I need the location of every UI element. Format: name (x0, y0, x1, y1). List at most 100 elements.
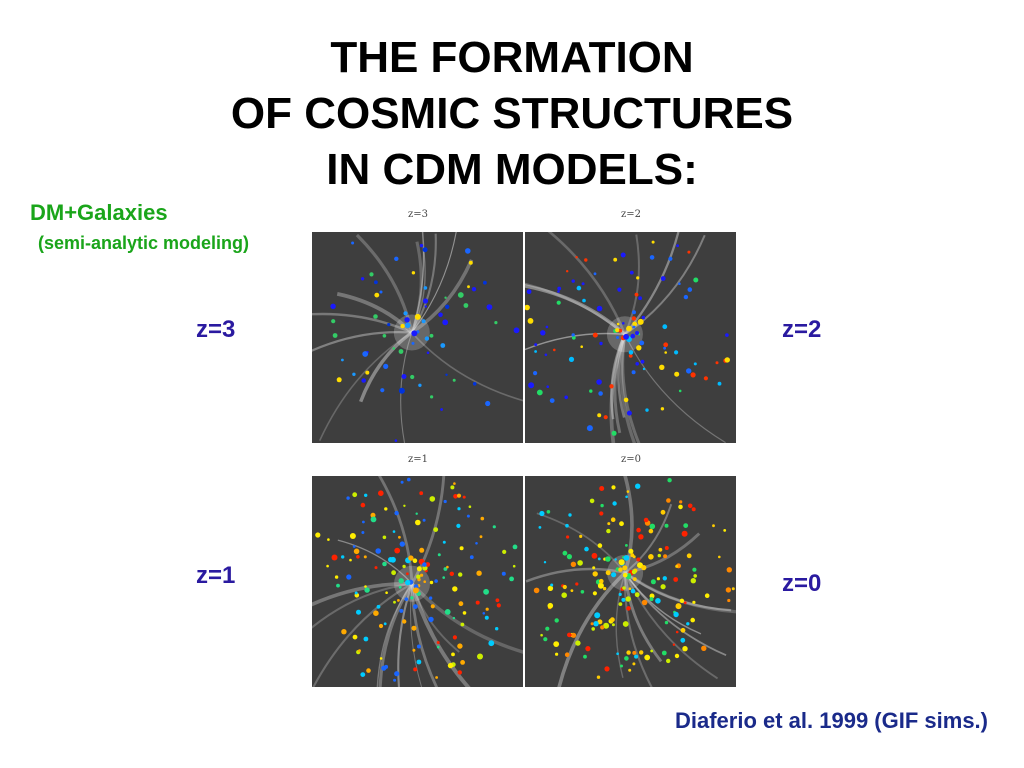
galaxy-dot (605, 556, 611, 562)
galaxy-dot (613, 257, 618, 262)
galaxy-dot (562, 550, 568, 556)
galaxy-dot (630, 553, 635, 558)
galaxy-dot (415, 519, 421, 526)
galaxy-dot (419, 491, 424, 496)
galaxy-dot (475, 600, 480, 605)
filament (411, 232, 457, 333)
galaxy-dot (378, 623, 384, 629)
galaxy-dot (678, 389, 682, 393)
filament (312, 582, 413, 687)
galaxy-dot (599, 341, 603, 346)
galaxy-dot (687, 250, 691, 254)
galaxy-dot (614, 558, 617, 561)
subtitle-note: (semi-analytic modeling) (38, 233, 250, 253)
filament (410, 241, 423, 334)
galaxy-dot (430, 395, 434, 399)
galaxy-dot (437, 553, 441, 557)
galaxy-dot (362, 520, 365, 524)
galaxy-dot (678, 282, 681, 285)
filament (312, 312, 413, 334)
galaxy-dot (673, 611, 679, 618)
galaxy-dot (712, 524, 715, 528)
galaxy-dot (415, 512, 418, 515)
galaxy-dot (374, 280, 378, 285)
galaxy-dot (658, 547, 663, 552)
galaxy-dot (630, 588, 636, 594)
galaxy-dot (662, 576, 667, 581)
galaxy-dot (413, 667, 418, 672)
galaxy-dot (460, 622, 465, 627)
galaxy-dot (430, 604, 435, 609)
galaxy-dot (638, 534, 644, 540)
galaxy-dot (693, 277, 699, 283)
galaxy-dot (494, 321, 498, 325)
subtitle: DM+Galaxies (30, 200, 168, 225)
galaxy-dot (617, 287, 622, 292)
galaxy-dot (483, 588, 489, 595)
galaxy-dot (627, 573, 632, 577)
galaxy-dot (659, 364, 665, 370)
galaxy-dot (404, 597, 409, 601)
galaxy-dot (636, 276, 640, 280)
galaxy-dot (527, 318, 534, 324)
galaxy-dot (467, 285, 470, 289)
galaxy-dot (649, 255, 655, 260)
galaxy-dot (546, 385, 549, 388)
galaxy-dot (575, 582, 579, 586)
galaxy-dot (364, 587, 370, 593)
galaxy-dot (616, 322, 620, 326)
galaxy-dot (606, 528, 611, 534)
galaxy-dot (433, 527, 439, 532)
filament (337, 539, 413, 585)
galaxy-dot (628, 548, 634, 554)
galaxy-dot (626, 490, 630, 493)
galaxy-dot (479, 535, 483, 539)
galaxy-dot (577, 560, 583, 566)
galaxy-dot (453, 494, 458, 499)
galaxy-dot (362, 351, 369, 357)
galaxy-dot (382, 334, 387, 338)
galaxy-dot (315, 532, 321, 538)
galaxy-dot (418, 383, 422, 387)
galaxy-dot (660, 584, 666, 590)
galaxy-dot (383, 363, 389, 369)
galaxy-dot (693, 362, 697, 366)
galaxy-dot (615, 328, 620, 333)
galaxy-dot (341, 629, 347, 635)
galaxy-dot (603, 415, 608, 420)
galaxy-dot (443, 567, 448, 571)
galaxy-dot (596, 379, 602, 385)
galaxy-dot (571, 333, 575, 337)
galaxy-dot (452, 635, 457, 640)
title-line-1: THE FORMATION (330, 33, 694, 82)
galaxy-dot (416, 566, 422, 572)
galaxy-dot (604, 666, 610, 672)
galaxy-dot (679, 598, 685, 603)
galaxy-dot (402, 564, 406, 569)
galaxy-dot (402, 619, 407, 624)
galaxy-dot (602, 586, 607, 591)
galaxy-dot (682, 646, 688, 652)
galaxy-dot (485, 607, 489, 611)
galaxy-dot (422, 247, 428, 253)
galaxy-dot (423, 286, 428, 290)
galaxy-dot (631, 316, 637, 321)
galaxy-dot (488, 640, 495, 647)
galaxy-dot (426, 351, 430, 355)
galaxy-dot (663, 346, 666, 350)
galaxy-dot (597, 543, 603, 548)
galaxy-dot (571, 632, 577, 638)
galaxy-dot (636, 527, 641, 533)
panel-caption-z2: z=2 (620, 209, 641, 220)
filament (624, 232, 680, 336)
galaxy-dot (544, 353, 548, 357)
galaxy-dot (436, 641, 440, 644)
galaxy-dot (445, 304, 450, 309)
filament (312, 581, 413, 607)
galaxy-dot (635, 483, 641, 489)
panel-caption-z0: z=0 (620, 454, 641, 465)
galaxy-dot (424, 305, 427, 308)
galaxy-dot (496, 603, 501, 608)
filament (400, 332, 413, 443)
galaxy-dot (411, 330, 418, 337)
